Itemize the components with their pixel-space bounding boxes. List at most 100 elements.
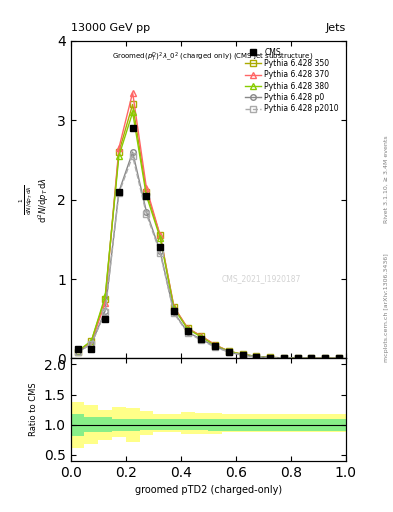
Pythia 6.428 370	[103, 300, 108, 306]
Line: Pythia 6.428 350: Pythia 6.428 350	[75, 102, 342, 361]
CMS	[103, 315, 108, 322]
CMS	[309, 355, 314, 361]
Pythia 6.428 370	[171, 304, 176, 310]
Pythia 6.428 p2010	[103, 309, 108, 315]
Pythia 6.428 380	[281, 355, 286, 361]
Text: Groomed$(p_T^D)^2\lambda\_0^2$ (charged only) (CMS jet substructure): Groomed$(p_T^D)^2\lambda\_0^2$ (charged …	[112, 51, 313, 64]
Pythia 6.428 370	[240, 351, 245, 357]
Pythia 6.428 370	[336, 355, 341, 361]
Pythia 6.428 350	[226, 348, 231, 354]
CMS	[281, 355, 286, 361]
Pythia 6.428 370	[89, 339, 94, 346]
CMS	[295, 355, 300, 361]
Pythia 6.428 380	[254, 353, 259, 359]
Pythia 6.428 350	[75, 349, 80, 355]
Line: Pythia 6.428 p0: Pythia 6.428 p0	[75, 150, 342, 361]
Pythia 6.428 p2010	[295, 355, 300, 361]
Pythia 6.428 p0	[103, 308, 108, 314]
CMS	[130, 125, 135, 132]
Pythia 6.428 380	[309, 355, 314, 361]
Pythia 6.428 350	[185, 325, 190, 331]
Pythia 6.428 370	[213, 342, 218, 348]
Line: Pythia 6.428 380: Pythia 6.428 380	[75, 110, 342, 361]
Pythia 6.428 p0	[185, 329, 190, 335]
Y-axis label: $\frac{1}{\mathrm{d}N / \mathrm{d}p_T\, \mathrm{d}\lambda}$
$\mathrm{d}^2N / \ma: $\frac{1}{\mathrm{d}N / \mathrm{d}p_T\, …	[18, 177, 51, 223]
CMS	[336, 355, 341, 361]
Pythia 6.428 350	[171, 304, 176, 310]
CMS	[89, 346, 94, 352]
Pythia 6.428 350	[254, 353, 259, 359]
CMS	[185, 328, 190, 334]
Line: Pythia 6.428 370: Pythia 6.428 370	[75, 90, 342, 361]
Pythia 6.428 370	[199, 333, 204, 339]
Pythia 6.428 370	[75, 348, 80, 354]
Pythia 6.428 p2010	[281, 355, 286, 361]
CMS	[199, 335, 204, 342]
Pythia 6.428 p0	[336, 355, 341, 361]
X-axis label: groomed pTD2 (charged-only): groomed pTD2 (charged-only)	[135, 485, 282, 495]
Pythia 6.428 p2010	[213, 344, 218, 350]
Pythia 6.428 350	[240, 351, 245, 357]
Pythia 6.428 p0	[130, 149, 135, 155]
Pythia 6.428 370	[309, 355, 314, 361]
Pythia 6.428 p2010	[240, 352, 245, 358]
CMS	[116, 189, 121, 195]
Pythia 6.428 370	[226, 348, 231, 354]
Pythia 6.428 370	[185, 325, 190, 331]
Pythia 6.428 p2010	[185, 330, 190, 336]
CMS	[323, 355, 328, 361]
Pythia 6.428 p2010	[268, 354, 272, 360]
Pythia 6.428 350	[268, 354, 272, 360]
Pythia 6.428 p0	[116, 189, 121, 195]
CMS	[226, 349, 231, 355]
CMS	[213, 344, 218, 350]
Pythia 6.428 p2010	[336, 355, 341, 361]
Pythia 6.428 380	[240, 351, 245, 357]
Pythia 6.428 p2010	[116, 190, 121, 197]
Pythia 6.428 p0	[89, 341, 94, 347]
Text: 13000 GeV pp: 13000 GeV pp	[71, 23, 150, 33]
Pythia 6.428 370	[268, 354, 272, 360]
CMS	[171, 308, 176, 314]
Pythia 6.428 p2010	[199, 337, 204, 343]
Legend: CMS, Pythia 6.428 350, Pythia 6.428 370, Pythia 6.428 380, Pythia 6.428 p0, Pyth: CMS, Pythia 6.428 350, Pythia 6.428 370,…	[242, 45, 342, 116]
Pythia 6.428 p0	[281, 355, 286, 361]
Pythia 6.428 p0	[323, 355, 328, 361]
Pythia 6.428 380	[116, 153, 121, 159]
CMS	[75, 346, 80, 352]
Pythia 6.428 p2010	[309, 355, 314, 361]
Pythia 6.428 380	[336, 355, 341, 361]
Pythia 6.428 380	[226, 348, 231, 354]
Pythia 6.428 p0	[226, 349, 231, 355]
Text: Jets: Jets	[325, 23, 346, 33]
Pythia 6.428 350	[144, 189, 149, 195]
Pythia 6.428 p2010	[130, 153, 135, 159]
Line: Pythia 6.428 p2010: Pythia 6.428 p2010	[75, 153, 342, 361]
Pythia 6.428 p0	[144, 208, 149, 215]
Line: CMS: CMS	[75, 125, 342, 361]
Pythia 6.428 380	[103, 293, 108, 300]
Pythia 6.428 370	[281, 355, 286, 361]
Pythia 6.428 p2010	[89, 341, 94, 347]
Pythia 6.428 350	[158, 232, 163, 239]
CMS	[254, 354, 259, 360]
Pythia 6.428 350	[213, 342, 218, 348]
Text: mcplots.cern.ch [arXiv:1306.3436]: mcplots.cern.ch [arXiv:1306.3436]	[384, 253, 389, 361]
Pythia 6.428 p0	[268, 354, 272, 360]
Pythia 6.428 p0	[254, 354, 259, 360]
Pythia 6.428 350	[103, 296, 108, 302]
Pythia 6.428 370	[158, 232, 163, 239]
Pythia 6.428 p0	[213, 344, 218, 350]
Pythia 6.428 p0	[158, 248, 163, 254]
Pythia 6.428 p2010	[144, 211, 149, 217]
Pythia 6.428 350	[336, 355, 341, 361]
Pythia 6.428 350	[199, 333, 204, 339]
Pythia 6.428 370	[130, 90, 135, 96]
Pythia 6.428 350	[130, 101, 135, 108]
Pythia 6.428 380	[295, 355, 300, 361]
CMS	[158, 244, 163, 250]
Pythia 6.428 350	[323, 355, 328, 361]
Pythia 6.428 370	[323, 355, 328, 361]
Pythia 6.428 370	[254, 353, 259, 359]
Pythia 6.428 380	[323, 355, 328, 361]
